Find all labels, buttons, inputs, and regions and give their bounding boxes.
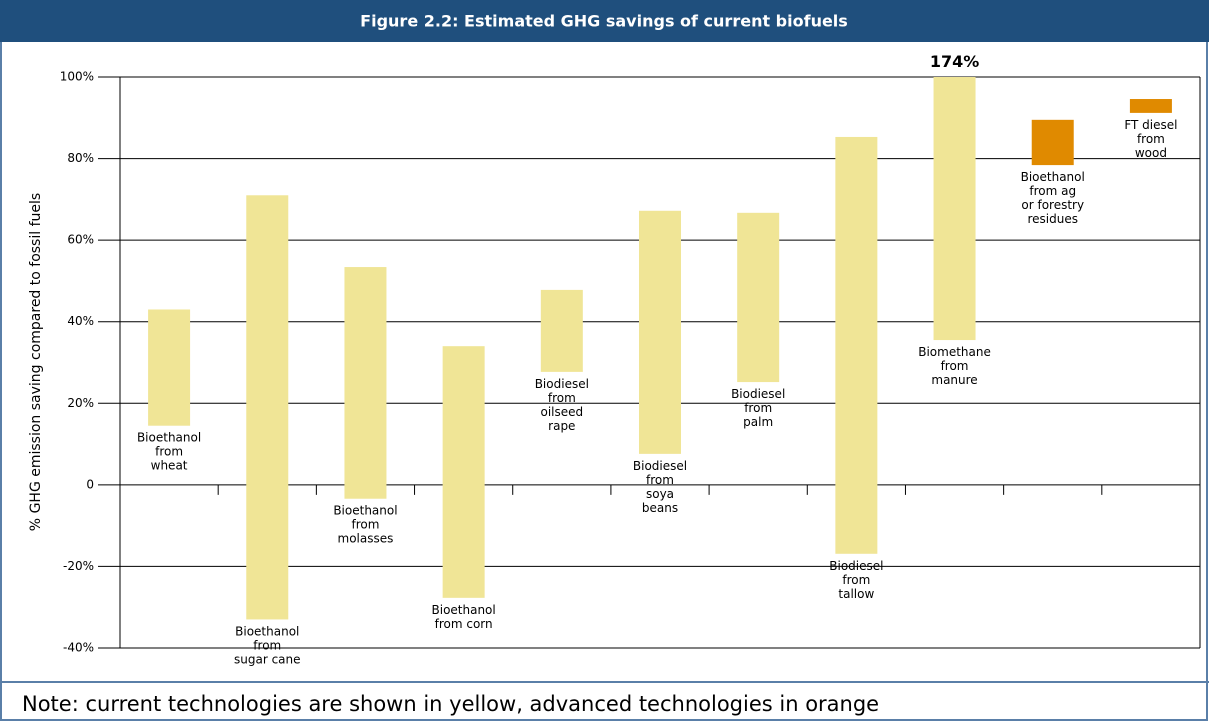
category-label: Bioethanol from sugar cane	[234, 624, 301, 666]
title-bar	[0, 0, 1209, 42]
y-tick-label: 40%	[67, 314, 94, 328]
bars	[148, 77, 1172, 620]
bar	[442, 346, 485, 598]
bar	[246, 195, 289, 620]
y-tick-label: -20%	[63, 559, 94, 573]
bar	[1129, 99, 1172, 113]
chart-title: Figure 2.2: Estimated GHG savings of cur…	[360, 12, 848, 31]
category-label: Bioethanol from wheat	[137, 431, 201, 473]
category-label: FT diesel from wood	[1124, 118, 1177, 160]
category-label: Biodiesel from palm	[731, 387, 785, 429]
category-label: Bioethanol from ag or forestry residues	[1021, 170, 1085, 226]
category-label: Bioethanol from corn	[432, 603, 496, 631]
y-tick-label: 60%	[67, 233, 94, 247]
bar	[1031, 119, 1074, 166]
y-tick-label: 80%	[67, 151, 94, 165]
value-label: 174%	[930, 52, 979, 71]
category-label: Bioethanol from molasses	[333, 504, 397, 546]
category-label: Biodiesel from tallow	[829, 559, 883, 601]
y-tick-label: 100%	[60, 70, 94, 84]
bar	[540, 289, 583, 372]
bar	[737, 212, 780, 383]
y-tick-label: -40%	[63, 641, 94, 655]
category-label: Biodiesel from oilseed rape	[535, 377, 589, 433]
bar	[148, 309, 191, 426]
y-axis-title: % GHG emission saving compared to fossil…	[28, 193, 44, 531]
bar	[344, 267, 387, 499]
bar	[835, 136, 878, 554]
note: Note: current technologies are shown in …	[22, 692, 879, 716]
category-label: Biomethane from manure	[918, 345, 991, 387]
y-tick-label: 20%	[67, 396, 94, 410]
category-label: Biodiesel from soya beans	[633, 459, 687, 515]
bar	[933, 77, 976, 341]
y-tick-label: 0	[86, 477, 94, 491]
bar	[639, 210, 681, 454]
